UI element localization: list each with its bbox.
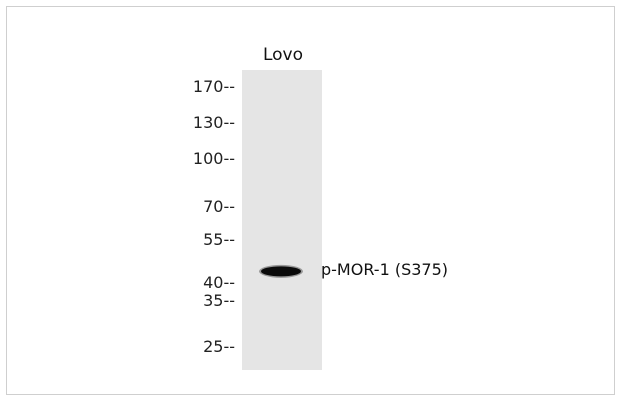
- lane-lovo: [242, 70, 322, 370]
- marker-130: 130--: [192, 113, 235, 133]
- marker-100: 100--: [192, 148, 235, 168]
- band-core: [261, 266, 301, 277]
- band-p-mor-1: [259, 264, 303, 278]
- marker-25: 25--: [203, 337, 235, 356]
- marker-35: 35--: [203, 291, 235, 311]
- marker-55: 55--: [203, 230, 235, 250]
- lane-label-lovo: Lovo: [262, 45, 304, 65]
- marker-170: 170--: [192, 77, 235, 96]
- marker-40: 40--: [203, 273, 235, 293]
- marker-70: 70--: [203, 197, 235, 217]
- band-label: p-MOR-1 (S375): [321, 260, 449, 280]
